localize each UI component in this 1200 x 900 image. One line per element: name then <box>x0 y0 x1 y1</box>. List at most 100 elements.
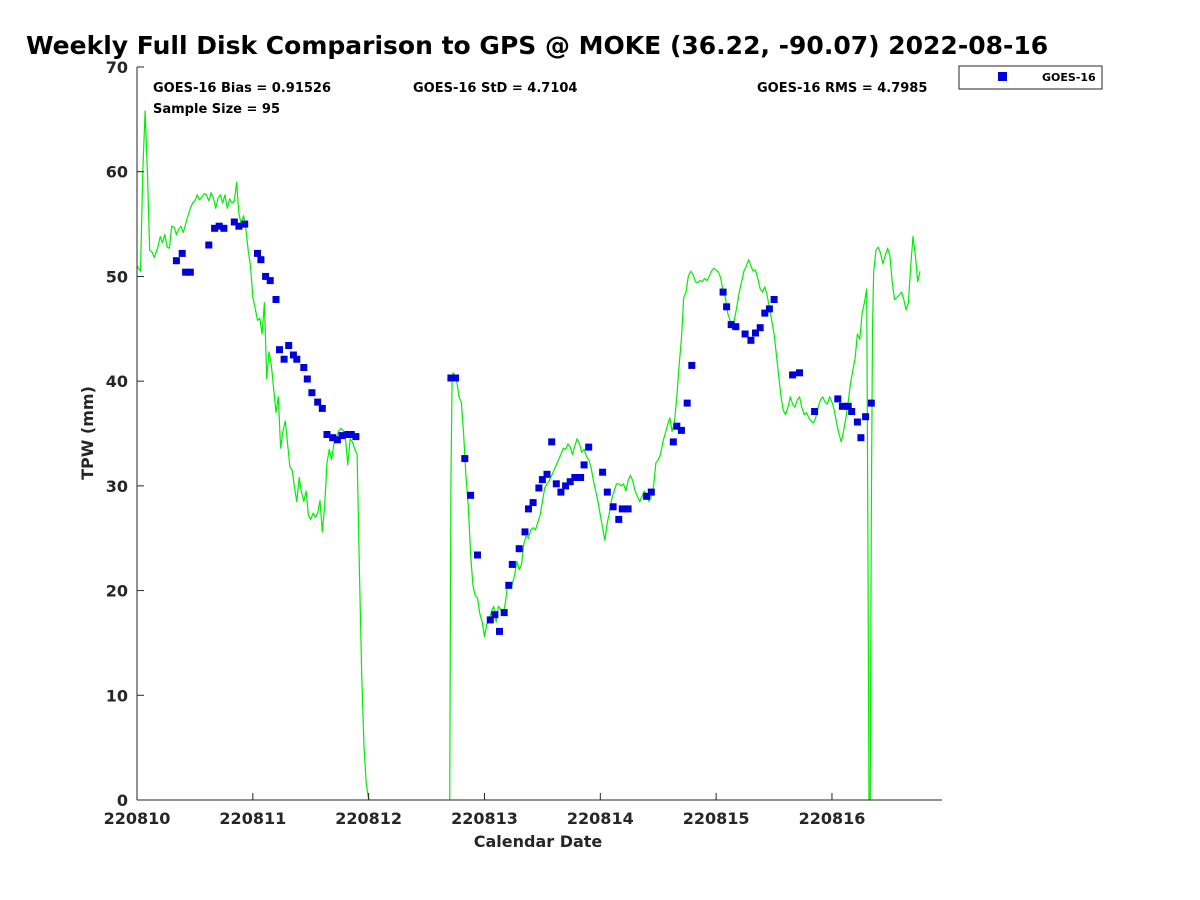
goes-16-point <box>756 324 764 332</box>
goes-16-point <box>508 560 516 568</box>
goes-16-point <box>285 342 293 349</box>
goes-16-point <box>867 399 875 407</box>
rms-stat: GOES-16 RMS = 4.7985 <box>757 81 927 96</box>
y-tick-label: 0 <box>117 791 128 810</box>
goes-16-point <box>262 272 270 280</box>
goes-16-point <box>761 309 769 317</box>
goes-16-point <box>241 220 249 228</box>
goes-16-point <box>838 402 846 410</box>
goes-16-point <box>618 505 626 513</box>
y-tick-label: 70 <box>106 58 128 77</box>
goes-16-point <box>300 364 308 371</box>
goes-16-point <box>848 408 856 415</box>
x-tick-label: 220816 <box>799 809 866 828</box>
goes-16-point <box>172 257 180 265</box>
goes-16-point <box>857 434 865 442</box>
goes-16-point <box>266 277 274 285</box>
goes-16-point <box>272 296 280 303</box>
goes-16-point <box>474 551 481 559</box>
goes-16-point <box>515 545 523 553</box>
goes-16-point <box>719 288 727 296</box>
goes-16-point <box>486 616 494 624</box>
y-tick-label: 30 <box>106 477 128 496</box>
x-tick-label: 220815 <box>683 809 750 828</box>
goes-16-point <box>257 256 265 264</box>
goes-16-point <box>688 361 696 369</box>
goes-16-point <box>308 389 316 397</box>
goes-16-point <box>557 488 565 496</box>
goes-16-point <box>747 336 755 344</box>
goes-16-point <box>505 581 513 589</box>
goes-16-point <box>673 422 681 430</box>
plot-area <box>137 67 942 800</box>
goes-16-point <box>235 222 243 230</box>
y-tick-label: 40 <box>106 372 128 391</box>
goes-16-point <box>571 474 579 481</box>
goes-16-point <box>338 432 346 440</box>
goes-16-point <box>491 611 499 619</box>
goes-16-point <box>452 374 459 382</box>
x-tick-label: 220814 <box>567 809 634 828</box>
goes-16-point <box>548 438 556 446</box>
legend-marker-goes-16 <box>998 72 1007 81</box>
goes-16-point <box>182 268 190 276</box>
goes-16-point <box>276 346 283 354</box>
y-tick-label: 10 <box>106 686 128 705</box>
goes-16-point <box>732 323 740 331</box>
goes-16-point <box>230 218 238 226</box>
x-tick-label: 220812 <box>335 809 402 828</box>
axes <box>136 67 942 801</box>
goes-16-point <box>447 374 455 382</box>
goes-16-point <box>461 455 469 463</box>
y-axis-label: TPW (mm) <box>78 386 97 480</box>
goes-16-point <box>496 627 503 635</box>
goes-16-point <box>677 426 685 434</box>
bias-stat: GOES-16 Bias = 0.91526 <box>153 81 331 96</box>
goes-16-point <box>552 480 560 488</box>
goes-16-point <box>580 461 588 469</box>
goes-16-point <box>535 484 543 492</box>
gps-series <box>136 110 921 801</box>
x-axis-label: Calendar Date <box>474 832 603 851</box>
goes-16-point <box>566 478 574 486</box>
goes-16-point <box>529 499 537 507</box>
goes-16-series <box>172 218 875 635</box>
goes-16-point <box>609 503 617 511</box>
goes-16-point <box>834 395 842 403</box>
goes-16-point <box>752 329 759 337</box>
legend-box <box>958 65 1103 90</box>
std-stat: GOES-16 StD = 4.7104 <box>413 81 577 96</box>
goes-16-point <box>347 431 355 438</box>
goes-16-point <box>525 505 532 513</box>
chart-title: Weekly Full Disk Comparison to GPS @ MOK… <box>26 31 1048 60</box>
goes-16-point <box>603 488 611 496</box>
goes-16-point <box>770 296 778 303</box>
goes-16-point <box>727 321 735 329</box>
goes-16-point <box>211 224 219 232</box>
goes-16-point <box>178 249 186 257</box>
goes-16-point <box>280 355 288 363</box>
goes-16-point <box>741 330 749 338</box>
goes-16-point <box>543 470 551 478</box>
goes-16-point <box>303 375 311 383</box>
sample-size-stat: Sample Size = 95 <box>153 102 280 117</box>
goes-16-point <box>643 492 651 500</box>
goes-16-point <box>562 482 570 490</box>
x-ticks: 220810 220811 220812 220813 220814 220815 2208… <box>104 793 866 828</box>
goes-16-point <box>186 268 194 276</box>
goes-16-point <box>254 249 261 257</box>
y-ticks: 0 10 20 30 40 50 60 70 <box>106 58 144 810</box>
goes-16-point <box>844 402 852 410</box>
x-tick-label: 220813 <box>451 809 518 828</box>
goes-16-point <box>318 404 326 412</box>
goes-16-point <box>789 371 797 379</box>
goes-16-point <box>585 443 593 451</box>
y-tick-label: 20 <box>106 582 128 601</box>
goes-16-point <box>647 488 655 496</box>
goes-16-point <box>853 418 861 426</box>
goes-16-point <box>669 438 677 446</box>
legend-label-goes-16: GOES-16 <box>1042 71 1096 84</box>
goes-16-point <box>314 398 322 406</box>
goes-16-point <box>624 505 632 513</box>
goes-16-point <box>215 222 223 230</box>
